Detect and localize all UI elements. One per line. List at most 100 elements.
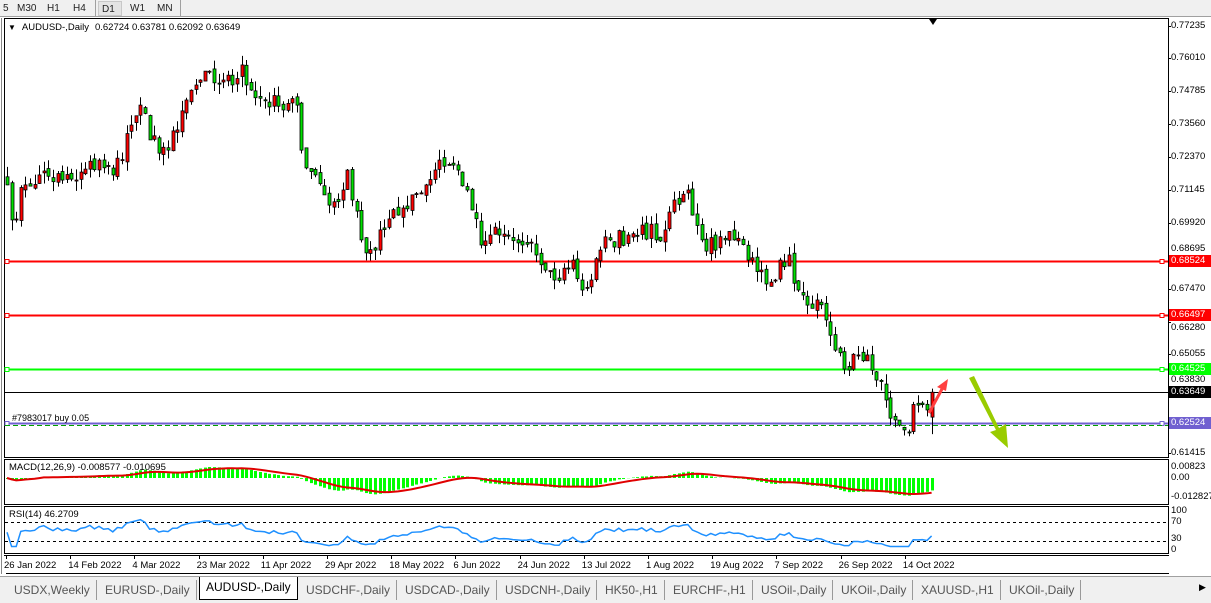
price-tick-label: 0.61415 bbox=[1171, 447, 1206, 458]
chart-tab[interactable]: USDCHF-,Daily bbox=[300, 580, 397, 600]
candle-body-bear bbox=[879, 379, 884, 382]
candle bbox=[755, 247, 760, 282]
candle bbox=[309, 168, 314, 180]
candle-body-bull bbox=[14, 218, 19, 221]
candle-body-bear bbox=[695, 213, 700, 226]
chart-tab[interactable]: EURCHF-,H1 bbox=[667, 580, 753, 600]
chart-tab[interactable]: UKOil-,Daily bbox=[835, 580, 914, 600]
candle-body-bull bbox=[493, 226, 498, 235]
candle-body-bear bbox=[359, 210, 364, 241]
candle bbox=[589, 273, 594, 294]
price-level-tag[interactable]: 0.64525 bbox=[1169, 363, 1211, 375]
candle-body-bull bbox=[649, 223, 654, 239]
price-level-tag[interactable]: 0.63649 bbox=[1169, 386, 1211, 398]
candle bbox=[437, 149, 442, 178]
macd-histogram-bar bbox=[172, 473, 175, 478]
candle bbox=[621, 226, 626, 247]
price-level-tag[interactable]: 0.66497 bbox=[1169, 309, 1211, 321]
candle bbox=[120, 152, 125, 165]
candle-body-bear bbox=[907, 431, 912, 434]
candle-body-bear bbox=[10, 182, 15, 221]
candle-body-bear bbox=[621, 230, 626, 246]
candle bbox=[88, 155, 93, 178]
candle-body-bull bbox=[428, 179, 433, 186]
order-label[interactable]: #7983017 buy 0.05 bbox=[12, 413, 90, 423]
candle bbox=[405, 195, 410, 212]
candle-body-bear bbox=[833, 334, 838, 351]
candle-body-bull bbox=[138, 104, 143, 116]
chart-tabs: USDX,Weekly EURUSD-,Daily AUDUSD-,Daily USD… bbox=[0, 576, 1211, 603]
candle-body-bear bbox=[474, 212, 479, 220]
candle-body-bear bbox=[792, 252, 797, 284]
candle bbox=[414, 192, 419, 199]
candle bbox=[727, 230, 732, 247]
timeframe-m15-button[interactable]: 5 bbox=[3, 3, 9, 14]
candle bbox=[378, 221, 383, 255]
chart-tab[interactable]: UKOil-,Daily bbox=[1003, 580, 1082, 600]
timeframe-d1-button[interactable]: D1 bbox=[98, 1, 122, 16]
candle-body-bear bbox=[497, 228, 502, 236]
tabs-scroll-right-icon[interactable]: ▶ bbox=[1199, 582, 1206, 592]
candle-body-bear bbox=[575, 258, 580, 280]
candle bbox=[19, 185, 24, 227]
candle-body-bear bbox=[782, 261, 787, 268]
timeframe-mn-button[interactable]: MN bbox=[157, 3, 173, 14]
timeframe-toolbar: 5 M30 H1 H4 D1 W1 MN bbox=[0, 0, 1211, 17]
macd-histogram-bar bbox=[213, 467, 216, 478]
macd-histogram-bar bbox=[572, 478, 575, 487]
chart-shift-marker-icon[interactable] bbox=[929, 19, 937, 25]
candle-body-bear bbox=[230, 74, 235, 86]
macd-histogram-bar bbox=[581, 478, 584, 487]
chart-tab[interactable]: USDCNH-,Daily bbox=[499, 580, 598, 600]
candle-body-bull bbox=[410, 194, 415, 211]
candle bbox=[474, 203, 479, 229]
candle-body-bear bbox=[470, 188, 475, 211]
candle bbox=[506, 230, 511, 240]
macd-histogram-bar bbox=[641, 476, 644, 478]
candle-body-bull bbox=[787, 254, 792, 267]
chart-tab[interactable]: HK50-,H1 bbox=[599, 580, 665, 600]
timeframe-m30-button[interactable]: M30 bbox=[17, 3, 37, 14]
macd-histogram-bar bbox=[586, 478, 589, 488]
candle bbox=[824, 296, 829, 327]
timeframe-h1-button[interactable]: H1 bbox=[47, 3, 60, 14]
candle-body-bear bbox=[267, 101, 272, 108]
candle bbox=[603, 229, 608, 253]
macd-histogram-bar bbox=[898, 478, 901, 495]
macd-histogram-bar bbox=[310, 478, 313, 484]
candle bbox=[217, 73, 222, 94]
chart-tab[interactable]: USDX,Weekly bbox=[8, 580, 97, 600]
timeframe-h4-button[interactable]: H4 bbox=[73, 3, 86, 14]
candle bbox=[60, 165, 65, 184]
candle bbox=[451, 156, 456, 170]
chart-tab[interactable]: EURUSD-,Daily bbox=[99, 580, 197, 600]
candle bbox=[497, 220, 502, 244]
macd-histogram-bar bbox=[236, 468, 239, 478]
candle bbox=[640, 216, 645, 240]
chart-canvas[interactable] bbox=[0, 0, 1211, 576]
macd-histogram-bar bbox=[563, 478, 566, 488]
arrow-down-icon[interactable] bbox=[969, 376, 1008, 448]
rsi-pane-frame bbox=[4, 506, 1169, 554]
price-level-tag[interactable]: 0.68524 bbox=[1169, 255, 1211, 267]
candle-body-bear bbox=[249, 82, 254, 91]
timeframe-w1-button[interactable]: W1 bbox=[130, 3, 145, 14]
candle-body-bull bbox=[125, 133, 130, 163]
candle-body-bull bbox=[83, 168, 88, 175]
candle bbox=[842, 347, 847, 375]
chart-tab[interactable]: XAUUSD-,H1 bbox=[915, 580, 1001, 600]
chart-tab[interactable]: USDCAD-,Daily bbox=[399, 580, 497, 600]
macd-histogram-bar bbox=[411, 478, 414, 486]
candle-body-bear bbox=[382, 227, 387, 230]
symbol-menu-icon[interactable]: ▼ bbox=[8, 23, 16, 32]
candle bbox=[470, 187, 475, 211]
candle-body-bull bbox=[115, 157, 120, 177]
arrow-up-icon[interactable] bbox=[927, 379, 948, 414]
chart-tab[interactable]: USOil-,Daily bbox=[755, 580, 834, 600]
price-level-tag[interactable]: 0.62524 bbox=[1169, 417, 1211, 429]
candle-body-bull bbox=[663, 229, 668, 243]
candle bbox=[226, 70, 231, 87]
chart-tab[interactable]: AUDUSD-,Daily bbox=[199, 577, 298, 600]
candle-body-bear bbox=[313, 168, 318, 176]
level-handle bbox=[4, 259, 10, 264]
